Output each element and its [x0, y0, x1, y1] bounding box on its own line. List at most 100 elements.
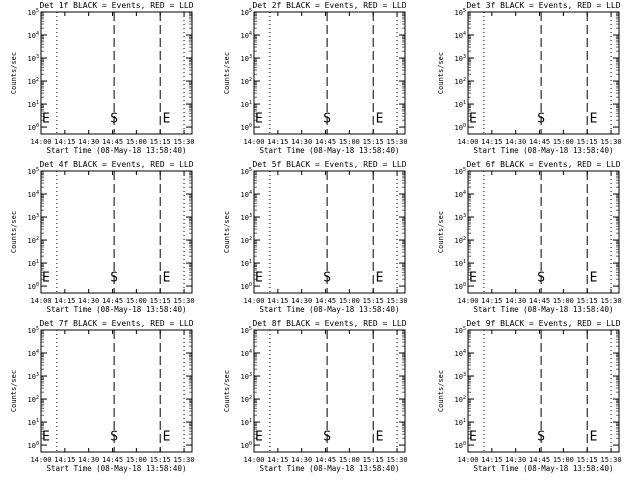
- x-tick-label: 15:15: [577, 138, 598, 146]
- y-tick-label: 102: [28, 77, 39, 86]
- y-tick-label: 102: [241, 77, 252, 86]
- x-tick-label: 14:00: [243, 456, 264, 464]
- marker-e: E: [590, 429, 598, 444]
- y-axis-label: Counts/sec: [10, 370, 18, 412]
- x-tick-label: 14:00: [457, 297, 478, 305]
- y-tick-label: 103: [28, 213, 39, 222]
- x-tick-label: 15:00: [553, 138, 574, 146]
- x-tick-label: 14:00: [30, 297, 51, 305]
- x-axis-label: Start Time (08-May-18 13:58:40): [47, 305, 187, 314]
- y-axis-label: Counts/sec: [437, 52, 445, 94]
- x-tick-label: 14:30: [505, 456, 526, 464]
- y-tick-label: 105: [241, 167, 252, 176]
- y-axis-label: Counts/sec: [223, 370, 231, 412]
- marker-e: E: [255, 111, 263, 126]
- x-tick-label: 14:30: [78, 456, 99, 464]
- x-tick-label: 14:15: [481, 138, 502, 146]
- marker-s: S: [537, 429, 545, 444]
- x-tick-label: 15:30: [601, 456, 622, 464]
- x-tick-label: 14:00: [243, 138, 264, 146]
- x-axis-label: Start Time (08-May-18 13:58:40): [260, 146, 400, 155]
- y-axis-label: Counts/sec: [223, 211, 231, 253]
- x-tick-label: 15:00: [126, 138, 147, 146]
- marker-e: E: [42, 270, 50, 285]
- y-tick-label: 103: [241, 372, 252, 381]
- x-tick-label: 15:00: [339, 456, 360, 464]
- x-tick-label: 14:15: [267, 297, 288, 305]
- x-tick-label: 14:15: [481, 456, 502, 464]
- marker-s: S: [537, 270, 545, 285]
- plot-frame: [467, 11, 620, 135]
- y-tick-label: 101: [28, 100, 39, 109]
- x-tick-label: 15:15: [150, 138, 171, 146]
- y-tick-label: 102: [241, 395, 252, 404]
- y-tick-label: 100: [28, 282, 39, 291]
- x-tick-label: 14:45: [315, 138, 336, 146]
- y-tick-label: 105: [28, 167, 39, 176]
- y-tick-label: 105: [241, 8, 252, 17]
- y-tick-label: 104: [455, 349, 466, 358]
- plot-frame: [40, 11, 193, 135]
- y-axis-label: Counts/sec: [437, 370, 445, 412]
- x-tick-label: 15:00: [126, 297, 147, 305]
- x-tick-label: 15:30: [601, 138, 622, 146]
- plot-frame: [467, 170, 620, 294]
- x-tick-label: 15:15: [150, 297, 171, 305]
- y-tick-label: 101: [28, 259, 39, 268]
- x-axis-label: Start Time (08-May-18 13:58:40): [260, 305, 400, 314]
- x-tick-label: 15:00: [339, 138, 360, 146]
- y-tick-label: 102: [455, 236, 466, 245]
- y-tick-label: 105: [455, 326, 466, 335]
- y-tick-label: 102: [28, 395, 39, 404]
- panel-title: Det 5f BLACK = Events, RED = LLD: [252, 160, 406, 169]
- x-tick-label: 15:15: [363, 138, 384, 146]
- x-tick-label: 14:30: [291, 138, 312, 146]
- marker-s: S: [323, 429, 331, 444]
- marker-s: S: [537, 111, 545, 126]
- marker-s: S: [110, 111, 118, 126]
- y-tick-label: 102: [455, 395, 466, 404]
- marker-e: E: [469, 429, 477, 444]
- y-tick-label: 105: [455, 167, 466, 176]
- x-tick-label: 14:15: [267, 138, 288, 146]
- x-tick-label: 14:15: [267, 456, 288, 464]
- panel-title: Det 2f BLACK = Events, RED = LLD: [252, 1, 406, 10]
- marker-e: E: [376, 111, 384, 126]
- y-tick-label: 100: [241, 282, 252, 291]
- plot-frame: [253, 11, 406, 135]
- y-axis-label: Counts/sec: [437, 211, 445, 253]
- x-tick-label: 15:30: [174, 456, 195, 464]
- y-tick-label: 105: [28, 8, 39, 17]
- y-tick-label: 100: [28, 123, 39, 132]
- x-tick-label: 14:45: [529, 297, 550, 305]
- marker-s: S: [110, 270, 118, 285]
- x-axis-label: Start Time (08-May-18 13:58:40): [47, 464, 187, 473]
- y-tick-label: 103: [455, 213, 466, 222]
- marker-e: E: [163, 111, 171, 126]
- marker-e: E: [590, 270, 598, 285]
- y-tick-label: 101: [455, 100, 466, 109]
- panel-title: Det 4f BLACK = Events, RED = LLD: [39, 160, 193, 169]
- panel-title: Det 6f BLACK = Events, RED = LLD: [466, 160, 620, 169]
- y-tick-label: 104: [455, 190, 466, 199]
- x-tick-label: 14:45: [102, 456, 123, 464]
- y-tick-label: 101: [241, 100, 252, 109]
- x-tick-label: 14:45: [315, 297, 336, 305]
- marker-s: S: [323, 270, 331, 285]
- x-tick-label: 14:30: [505, 138, 526, 146]
- y-tick-label: 100: [455, 123, 466, 132]
- y-axis-label: Counts/sec: [223, 52, 231, 94]
- marker-e: E: [255, 429, 263, 444]
- x-tick-label: 15:15: [577, 456, 598, 464]
- plot-frame: [40, 170, 193, 294]
- x-tick-label: 14:45: [529, 138, 550, 146]
- y-tick-label: 101: [455, 259, 466, 268]
- plot-frame: [253, 329, 406, 453]
- y-tick-label: 103: [28, 54, 39, 63]
- x-tick-label: 15:30: [387, 456, 408, 464]
- x-tick-label: 15:30: [601, 297, 622, 305]
- x-tick-label: 15:00: [126, 456, 147, 464]
- marker-s: S: [110, 429, 118, 444]
